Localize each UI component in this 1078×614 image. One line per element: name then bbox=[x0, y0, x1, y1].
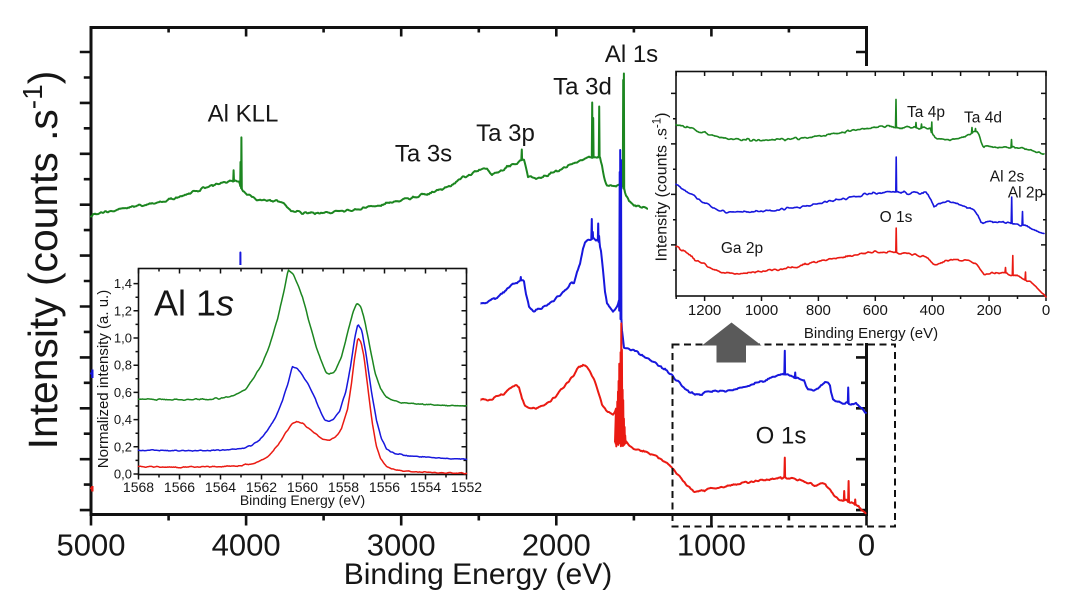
svg-text:2000: 2000 bbox=[522, 528, 591, 563]
svg-text:1562: 1562 bbox=[246, 479, 277, 495]
svg-text:0,0: 0,0 bbox=[114, 467, 132, 482]
svg-text:Al 1s: Al 1s bbox=[605, 41, 658, 68]
svg-text:1552: 1552 bbox=[451, 479, 482, 495]
svg-text:Ta 3d: Ta 3d bbox=[553, 74, 612, 101]
svg-text:0,4: 0,4 bbox=[114, 412, 132, 427]
svg-text:Ta 3p: Ta 3p bbox=[476, 120, 535, 147]
svg-text:5000: 5000 bbox=[57, 528, 126, 563]
svg-text:1560: 1560 bbox=[287, 479, 318, 495]
svg-text:Ta 4p: Ta 4p bbox=[907, 104, 945, 121]
svg-text:Ta 3s: Ta 3s bbox=[395, 141, 452, 168]
svg-text:1558: 1558 bbox=[328, 479, 359, 495]
svg-text:Al KLL: Al KLL bbox=[208, 101, 279, 128]
svg-text:0,8: 0,8 bbox=[114, 358, 132, 373]
svg-text:3000: 3000 bbox=[367, 528, 436, 563]
svg-text:Intensity (counts .s-1): Intensity (counts .s-1) bbox=[17, 71, 66, 450]
svg-text:Al 1s: Al 1s bbox=[154, 283, 234, 324]
svg-text:600: 600 bbox=[863, 302, 888, 319]
svg-text:1568: 1568 bbox=[123, 479, 154, 495]
svg-text:0,2: 0,2 bbox=[114, 439, 132, 454]
svg-text:400: 400 bbox=[920, 302, 945, 319]
svg-text:1554: 1554 bbox=[410, 479, 441, 495]
svg-text:1000: 1000 bbox=[745, 302, 778, 319]
svg-text:1,2: 1,2 bbox=[114, 303, 132, 318]
svg-text:1200: 1200 bbox=[688, 302, 721, 319]
svg-text:4000: 4000 bbox=[212, 528, 281, 563]
svg-text:Intensity (counts .s-1): Intensity (counts .s-1) bbox=[652, 113, 671, 262]
svg-text:Al 2p: Al 2p bbox=[1008, 185, 1043, 202]
svg-text:Ta 4d: Ta 4d bbox=[964, 110, 1002, 127]
svg-text:Normalized intensity (a. u.): Normalized intensity (a. u.) bbox=[95, 290, 112, 468]
svg-text:1564: 1564 bbox=[205, 479, 236, 495]
svg-text:O 1s: O 1s bbox=[756, 423, 807, 450]
svg-text:Binding Energy (eV): Binding Energy (eV) bbox=[804, 325, 938, 342]
svg-text:200: 200 bbox=[977, 302, 1002, 319]
svg-text:800: 800 bbox=[806, 302, 831, 319]
svg-text:1000: 1000 bbox=[677, 528, 746, 563]
svg-text:1,4: 1,4 bbox=[114, 276, 132, 291]
svg-text:Ga 2p: Ga 2p bbox=[721, 240, 763, 257]
svg-text:Al 2s: Al 2s bbox=[990, 169, 1025, 186]
svg-text:Binding Energy (eV): Binding Energy (eV) bbox=[240, 492, 365, 508]
svg-text:O 1s: O 1s bbox=[880, 209, 913, 226]
svg-text:1566: 1566 bbox=[164, 479, 195, 495]
svg-text:Binding Energy (eV): Binding Energy (eV) bbox=[344, 558, 612, 591]
svg-text:0: 0 bbox=[858, 528, 875, 563]
svg-text:1,0: 1,0 bbox=[114, 331, 132, 346]
svg-text:0,6: 0,6 bbox=[114, 385, 132, 400]
svg-text:1556: 1556 bbox=[369, 479, 400, 495]
svg-text:0: 0 bbox=[1042, 302, 1050, 319]
